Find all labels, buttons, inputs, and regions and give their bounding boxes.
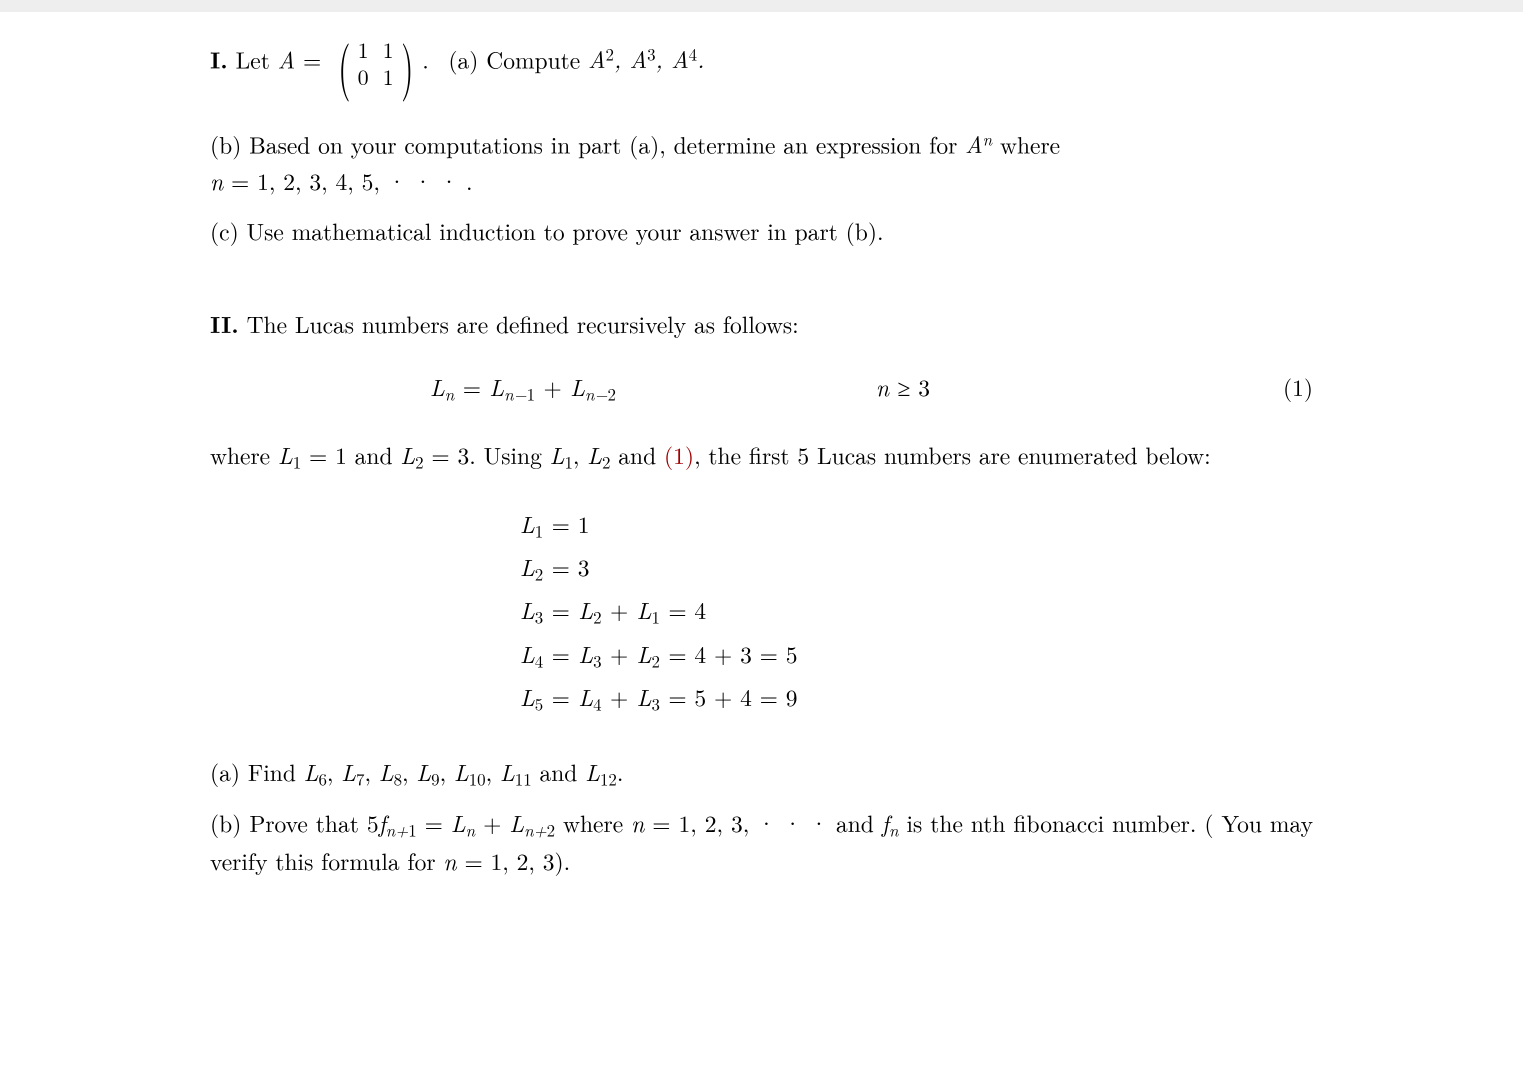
paren-left: (	[338, 39, 350, 88]
m-b: 1	[383, 37, 394, 62]
b-text3: and	[828, 806, 882, 839]
part-a-label: (a)	[210, 755, 240, 788]
window-topbar	[0, 0, 1523, 12]
period: .	[422, 42, 429, 75]
where-pre: where	[210, 438, 278, 471]
text: Let	[236, 42, 278, 75]
lucas-L2: L2 = 3	[520, 546, 1313, 589]
document-page: I. Let A = (1101). (a) Compute A2, A3, A…	[0, 12, 1523, 1080]
part-b-tail: where	[992, 127, 1060, 160]
b-text1: Prove that	[241, 806, 366, 839]
A-n: An	[965, 127, 992, 160]
L-list: L6, L7, L8, L9, L10, L11	[304, 755, 532, 788]
b-text5: ).	[555, 844, 571, 877]
problem-II-part-b: (b) Prove that 5fn+1 = Ln + Ln+2 where n…	[210, 805, 1313, 879]
lucas-L5: L5 = L4 + L3 = 5 + 4 = 9	[520, 676, 1313, 719]
part-a-powers: A2, A3, A4.	[588, 42, 704, 75]
problem-I-part-c: (c) Use mathematical induction to prove …	[210, 213, 1313, 249]
problem-I-part-b: (b) Based on your computations in part (…	[210, 126, 1313, 199]
n-vals: = 1, 2, 3, 4, 5, · · · .	[223, 164, 472, 197]
m-a: 1	[358, 37, 369, 62]
part-a-text: Compute	[478, 42, 588, 75]
lucas-L4: L4 = L3 + L2 = 4 + 3 = 5	[520, 633, 1313, 676]
part-b-label: (b)	[210, 127, 241, 160]
and1: and	[347, 438, 401, 471]
part-b-label: (b)	[210, 806, 241, 839]
b-nvals: n = 1, 2, 3, · · ·	[631, 806, 828, 839]
problem-II-part-a: (a) Find L6, L7, L8, L9, L10, L11 and L1…	[210, 754, 1313, 792]
L1-def: L1 = 1	[278, 438, 347, 471]
where-post: , the first 5 Lucas numbers are enumerat…	[694, 438, 1211, 471]
L1L2: L1, L2	[550, 438, 611, 471]
b-fn: fn	[882, 806, 899, 839]
b-text2: where	[555, 806, 631, 839]
part-c-label: (c)	[210, 214, 239, 247]
part-a-text: Find	[240, 755, 304, 788]
and2: and	[610, 438, 664, 471]
section-gap	[210, 263, 1313, 305]
n-var: n	[210, 164, 223, 197]
a-and: and	[532, 755, 586, 788]
problem-II-intro: II. The Lucas numbers are defined recurs…	[210, 305, 1313, 342]
part-c-text: Use mathematical induction to prove your…	[239, 214, 884, 247]
part-b-text: Based on your computations in part (a), …	[241, 127, 965, 160]
m-c: 0	[358, 64, 369, 89]
problem-I-label: I.	[210, 41, 228, 75]
lucas-L1: L1 = 1	[520, 503, 1313, 546]
eq-ref-1[interactable]: (1)	[664, 438, 694, 471]
equals: =	[295, 42, 329, 75]
a-period: .	[617, 755, 624, 788]
m-d: 1	[383, 64, 394, 89]
equation-tag: (1)	[1283, 369, 1313, 405]
problem-II-label: II.	[210, 306, 239, 340]
L2-def: L2 = 3	[400, 438, 469, 471]
where-mid: . Using	[469, 438, 549, 471]
lucas-enumeration: L1 = 1 L2 = 3 L3 = L2 + L1 = 4 L4 = L3 +…	[210, 503, 1313, 720]
matrix-A: (1101)	[333, 37, 418, 90]
matrix-cells: 1101	[358, 37, 394, 90]
lucas-L3: L3 = L2 + L1 = 4	[520, 589, 1313, 632]
L12: L12	[585, 755, 617, 788]
problem-II-intro-text: The Lucas numbers are defined recursivel…	[239, 307, 799, 340]
problem-II-where: where L1 = 1 and L2 = 3. Using L1, L2 an…	[210, 437, 1313, 475]
var-A: A	[278, 42, 295, 75]
spacer	[210, 104, 1313, 126]
recursion-condition: n ≥ 3	[876, 369, 930, 405]
problem-I-line1: I. Let A = (1101). (a) Compute A2, A3, A…	[210, 37, 1313, 90]
paren-right: )	[401, 39, 413, 88]
equation-1: Ln = Ln−1 + Ln−2 n ≥ 3 (1)	[210, 369, 1313, 407]
b-eq: 5fn+1 = Ln + Ln+2	[367, 806, 555, 839]
part-a-label: (a)	[448, 42, 478, 75]
b-nvals2: n = 1, 2, 3	[443, 844, 554, 877]
recursion-formula: Ln = Ln−1 + Ln−2	[430, 369, 616, 407]
